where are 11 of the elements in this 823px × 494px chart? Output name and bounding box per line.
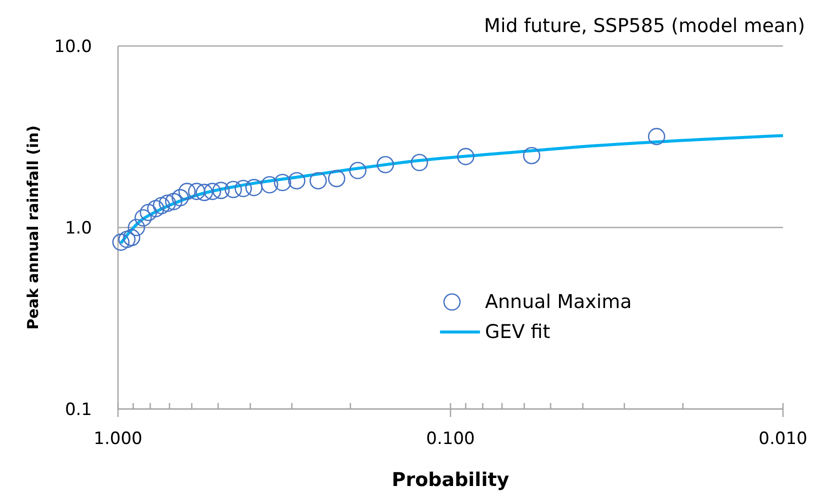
x-tick-label: 0.100: [426, 429, 475, 449]
x-tick-label: 1.000: [94, 429, 142, 449]
y-axis-title: Peak annual rainfall (in): [24, 125, 42, 330]
x-axis-title: Probability: [392, 469, 510, 491]
y-tick-label: 0.1: [64, 400, 92, 420]
x-tick-label: 0.010: [758, 429, 808, 449]
legend-label: GEV fit: [485, 321, 550, 343]
y-tick-label: 10.0: [54, 37, 92, 57]
chart-title: Mid future, SSP585 (model mean): [484, 15, 805, 37]
y-tick-label: 1.0: [64, 218, 92, 238]
legend-label: Annual Maxima: [485, 291, 632, 313]
